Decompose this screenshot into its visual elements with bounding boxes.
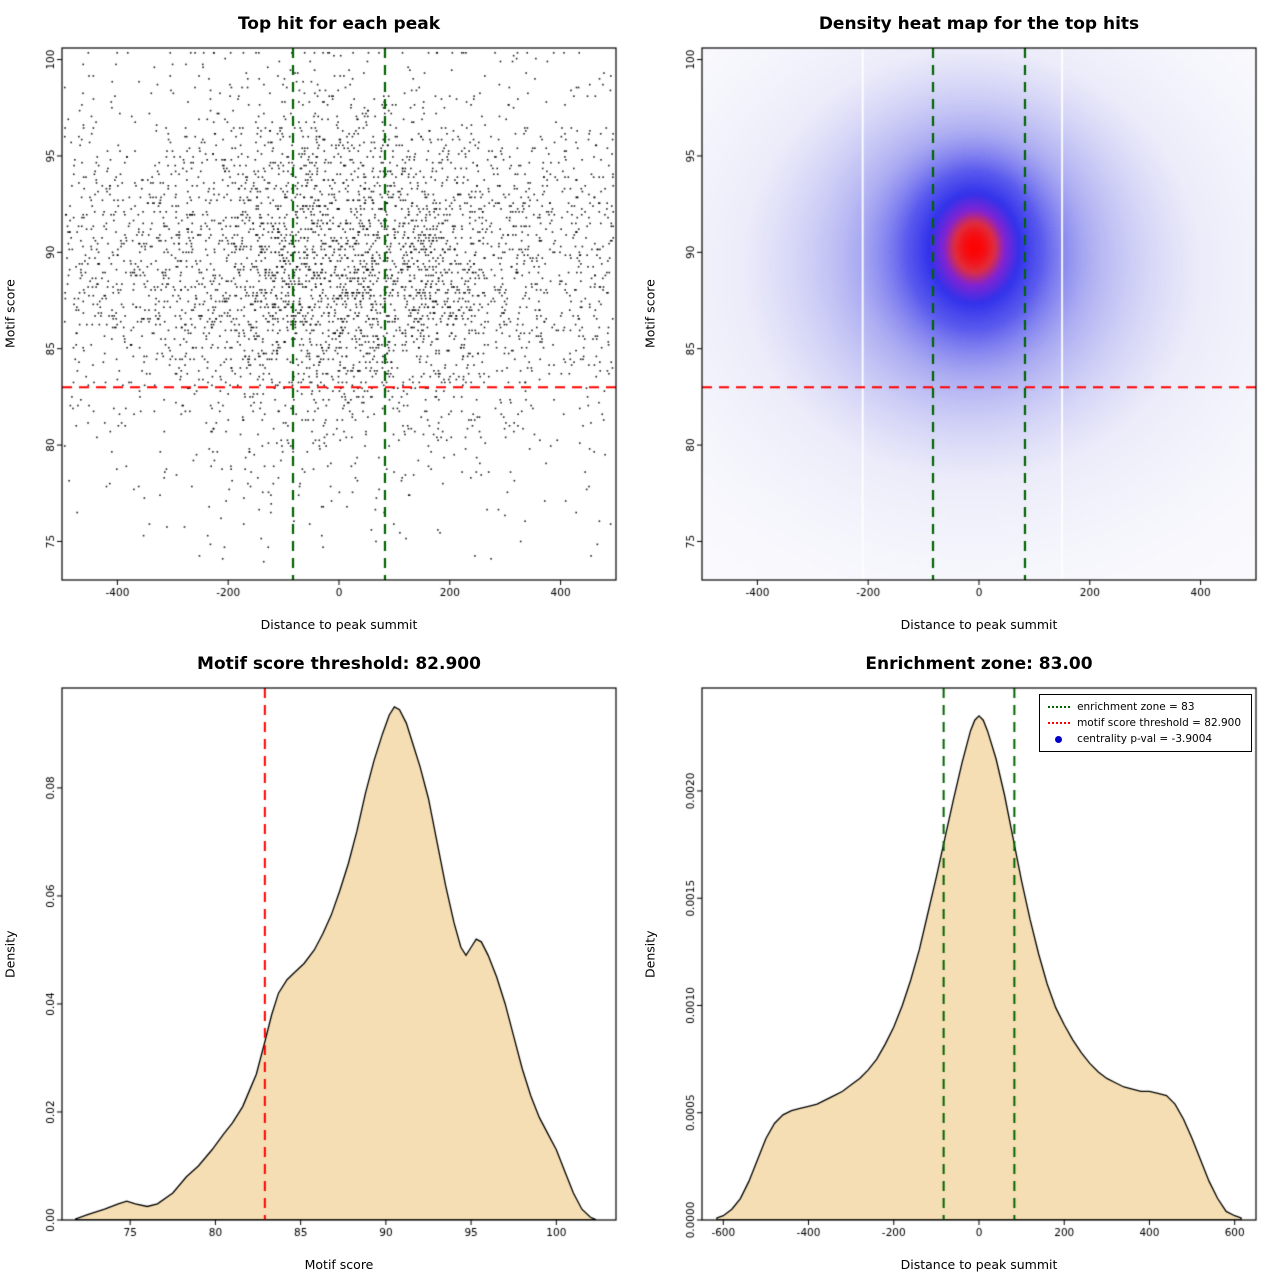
y-axis-label: Density [642,930,658,978]
panel-top-hit-scatter: Top hit for each peak Motif score Distan… [0,0,640,640]
panel-enrichment-zone-density: Enrichment zone: 83.00 Density Distance … [640,640,1280,1280]
panel-title: Density heat map for the top hits [818,14,1140,34]
plot-legend: enrichment zone = 83 motif score thresho… [1039,694,1252,752]
y-axis-label: Motif score [642,279,658,349]
panel-title: Enrichment zone: 83.00 [865,654,1093,674]
legend-label: centrality p-val = -3.9004 [1077,733,1213,745]
x-axis-label: Motif score [304,1257,374,1272]
score-density-canvas [0,640,640,1280]
panel-title: Top hit for each peak [237,14,441,34]
red-dotted-line-marker-icon [1048,722,1071,724]
scatter-plot-canvas [0,0,640,640]
x-axis-label: Distance to peak summit [260,617,418,632]
legend-item-centrality-pval: centrality p-val = -3.9004 [1048,733,1241,745]
panel-motif-score-density: Motif score threshold: 82.900 Density Mo… [0,640,640,1280]
panel-density-heatmap: Density heat map for the top hits Motif … [640,0,1280,640]
legend-label: motif score threshold = 82.900 [1077,717,1241,729]
x-axis-label: Distance to peak summit [900,617,1058,632]
legend-item-motif-score-threshold: motif score threshold = 82.900 [1048,717,1241,729]
blue-point-marker-icon [1055,735,1063,743]
y-axis-label: Motif score [2,279,18,349]
green-dotted-line-marker-icon [1048,706,1071,708]
legend-label: enrichment zone = 83 [1077,701,1195,713]
heatmap-canvas [640,0,1280,640]
panel-title: Motif score threshold: 82.900 [197,654,481,674]
x-axis-label: Distance to peak summit [900,1257,1058,1272]
y-axis-label: Density [2,930,18,978]
legend-item-enrichment-zone: enrichment zone = 83 [1048,701,1241,713]
